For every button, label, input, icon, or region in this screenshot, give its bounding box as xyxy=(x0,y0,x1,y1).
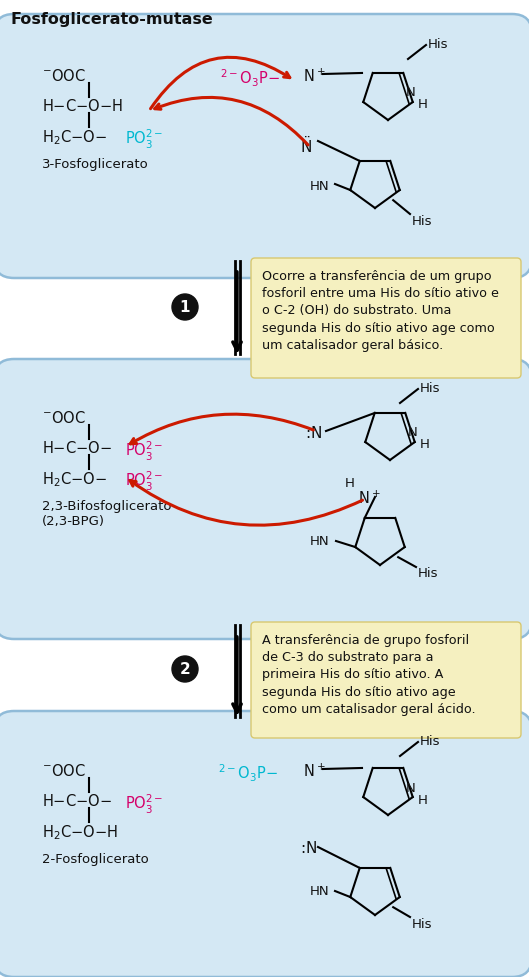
Text: 2-Fosfoglicerato: 2-Fosfoglicerato xyxy=(42,852,149,865)
Text: Fosfoglicerato-mutase: Fosfoglicerato-mutase xyxy=(10,12,213,27)
Text: 3-Fosfoglicerato: 3-Fosfoglicerato xyxy=(42,158,149,171)
Text: PO$_3^{2-}$: PO$_3^{2-}$ xyxy=(125,440,163,463)
Text: H$-$C$-$O$-$: H$-$C$-$O$-$ xyxy=(42,440,112,455)
Text: H$-$C$-$O$-$H: H$-$C$-$O$-$H xyxy=(42,98,123,114)
Text: N: N xyxy=(406,781,416,793)
Text: $^{2-}$O$_3$P$-$: $^{2-}$O$_3$P$-$ xyxy=(218,762,278,784)
Text: His: His xyxy=(420,382,441,395)
Text: H: H xyxy=(418,792,428,806)
Text: 2,3-Bifosfoglicerato
(2,3-BPG): 2,3-Bifosfoglicerato (2,3-BPG) xyxy=(42,499,171,528)
Text: His: His xyxy=(428,38,449,51)
Circle shape xyxy=(172,295,198,320)
Text: N$^+$: N$^+$ xyxy=(303,68,326,85)
Text: 2: 2 xyxy=(180,661,190,677)
FancyBboxPatch shape xyxy=(251,622,521,739)
Text: $\colon$N: $\colon$N xyxy=(305,425,322,441)
Text: $^{-}$OOC: $^{-}$OOC xyxy=(42,762,86,779)
FancyBboxPatch shape xyxy=(0,15,529,278)
Text: $\ddot{\rm N}$: $\ddot{\rm N}$ xyxy=(300,135,312,155)
Text: PO$_3^{2-}$: PO$_3^{2-}$ xyxy=(125,792,163,816)
Text: H: H xyxy=(420,438,430,451)
Text: H$_2$C$-$O$-$: H$_2$C$-$O$-$ xyxy=(42,128,107,147)
Text: PO$_3^{2-}$: PO$_3^{2-}$ xyxy=(125,470,163,492)
Text: His: His xyxy=(418,567,439,579)
FancyBboxPatch shape xyxy=(0,711,529,977)
Text: N: N xyxy=(406,86,416,100)
Text: H: H xyxy=(345,477,355,489)
Text: $^{2-}$O$_3$P$-$: $^{2-}$O$_3$P$-$ xyxy=(220,68,280,89)
Text: His: His xyxy=(412,215,433,228)
Text: H$-$C$-$O$-$: H$-$C$-$O$-$ xyxy=(42,792,112,808)
Text: HN: HN xyxy=(310,884,330,897)
Text: N$^+$: N$^+$ xyxy=(303,762,326,780)
Text: A transferência de grupo fosforil
de C-3 do substrato para a
primeira His do sít: A transferência de grupo fosforil de C-3… xyxy=(262,633,476,715)
Text: H$_2$C$-$O$-$H: H$_2$C$-$O$-$H xyxy=(42,823,118,841)
Text: $\colon$N: $\colon$N xyxy=(300,839,317,855)
Text: His: His xyxy=(420,735,441,747)
Text: HN: HN xyxy=(310,534,330,547)
Text: $^{-}$OOC: $^{-}$OOC xyxy=(42,409,86,426)
FancyBboxPatch shape xyxy=(251,259,521,379)
FancyBboxPatch shape xyxy=(0,360,529,639)
Text: N: N xyxy=(408,426,418,439)
Circle shape xyxy=(172,657,198,682)
Text: N$^+$: N$^+$ xyxy=(358,489,381,507)
Text: PO$_3^{2-}$: PO$_3^{2-}$ xyxy=(125,128,163,151)
Text: H$_2$C$-$O$-$: H$_2$C$-$O$-$ xyxy=(42,470,107,488)
Text: Ocorre a transferência de um grupo
fosforil entre uma His do sítio ativo e
o C-2: Ocorre a transferência de um grupo fosfo… xyxy=(262,270,499,352)
Text: 1: 1 xyxy=(180,300,190,316)
Text: His: His xyxy=(412,917,433,930)
Text: HN: HN xyxy=(310,180,330,192)
Text: H: H xyxy=(418,99,428,111)
Text: $^{-}$OOC: $^{-}$OOC xyxy=(42,68,86,84)
